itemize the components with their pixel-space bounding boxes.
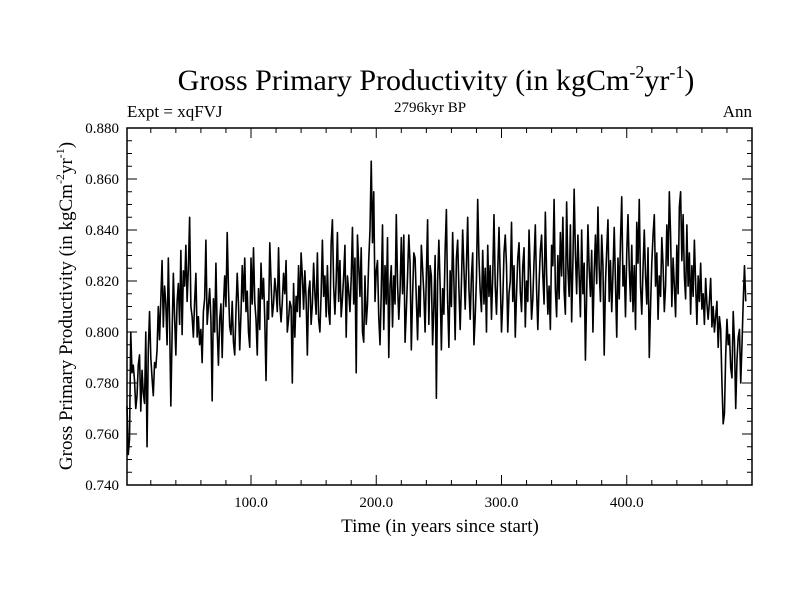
- x-tick-label: 300.0: [485, 495, 519, 511]
- y-tick-label: 0.780: [85, 376, 119, 392]
- y-tick-label: 0.740: [85, 478, 119, 494]
- season-label: Ann: [723, 102, 753, 121]
- period-label: 2796kyr BP: [394, 100, 466, 116]
- x-tick-label: 200.0: [359, 495, 393, 511]
- x-axis-ticks: 100.0 200.0 300.0 400.0: [150, 128, 753, 511]
- y-tick-label: 0.760: [85, 427, 119, 443]
- y-tick-label: 0.880: [85, 121, 119, 137]
- gpp-series-line: [126, 160, 747, 456]
- title-superscript-2: -1: [669, 62, 684, 82]
- y-tick-label: 0.820: [85, 274, 119, 290]
- chart-title: Gross Primary Productivity (in kgCm-2yr-…: [178, 62, 695, 97]
- x-tick-label: 100.0: [234, 495, 268, 511]
- x-axis-label: Time (in years since start): [341, 516, 539, 537]
- experiment-label: Expt = xqFVJ: [127, 102, 223, 121]
- y-axis-label: Gross Primary Productivity (in kgCm-2yr-…: [53, 142, 77, 470]
- y-tick-label: 0.840: [85, 223, 119, 239]
- y-axis-ticks: 0.740 0.760 0.780 0.800 0.820 0.840 0.860 0.880: [85, 121, 752, 494]
- title-superscript-1: -2: [629, 62, 644, 82]
- y-tick-label: 0.860: [85, 172, 119, 188]
- x-tick-label: 400.0: [610, 495, 644, 511]
- y-tick-label: 0.800: [85, 325, 119, 341]
